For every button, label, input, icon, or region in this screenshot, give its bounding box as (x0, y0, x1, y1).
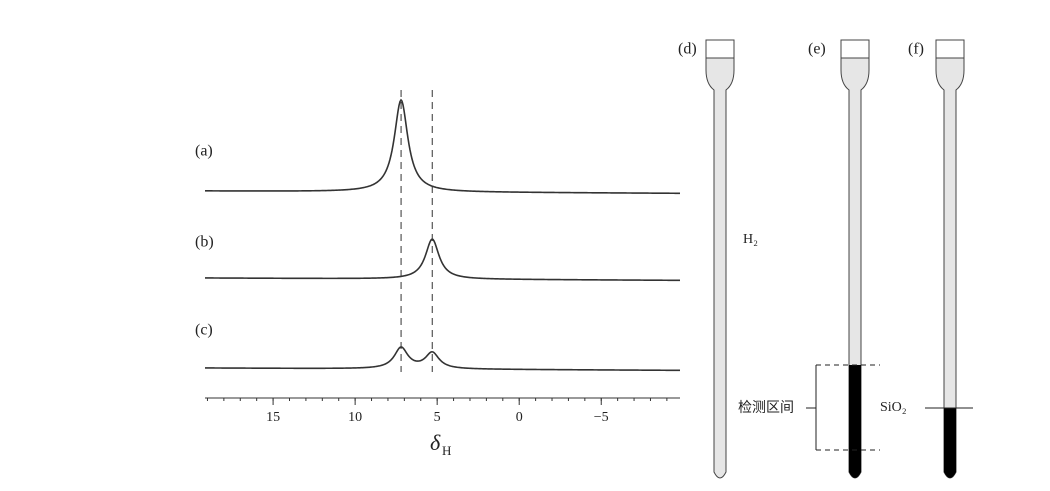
sample-fill (849, 365, 861, 478)
tube-e (806, 39, 880, 479)
tube-cap (935, 39, 965, 59)
spectrum-label: (b) (195, 234, 214, 251)
tube-label: (f) (908, 41, 924, 58)
tube-annotation: 检测区间 (738, 400, 794, 416)
tube-body (705, 57, 735, 479)
x-tick-label: −5 (594, 410, 609, 425)
x-tick-label: 15 (266, 410, 280, 425)
tube-label: (e) (808, 41, 826, 58)
spectrum-label: (a) (195, 143, 213, 160)
tube-cap (705, 39, 735, 59)
tube-annotation: SiO₂ (880, 400, 907, 415)
axis-label-sub: H (442, 443, 451, 458)
tube-label: (d) (678, 41, 697, 58)
spectrum (205, 238, 680, 282)
tube-annotation: H₂ (743, 232, 758, 247)
x-tick-label: 0 (516, 410, 523, 425)
x-tick-label: 10 (348, 410, 362, 425)
spectrum (204, 346, 681, 372)
sample-fill (944, 408, 956, 478)
spectrum (205, 98, 681, 195)
x-tick-label: 5 (434, 410, 441, 425)
axis-label: δ (430, 430, 441, 455)
spectrum-label: (c) (195, 322, 213, 339)
tube-d (705, 39, 735, 479)
tube-cap (840, 39, 870, 59)
tube-f (925, 39, 973, 479)
